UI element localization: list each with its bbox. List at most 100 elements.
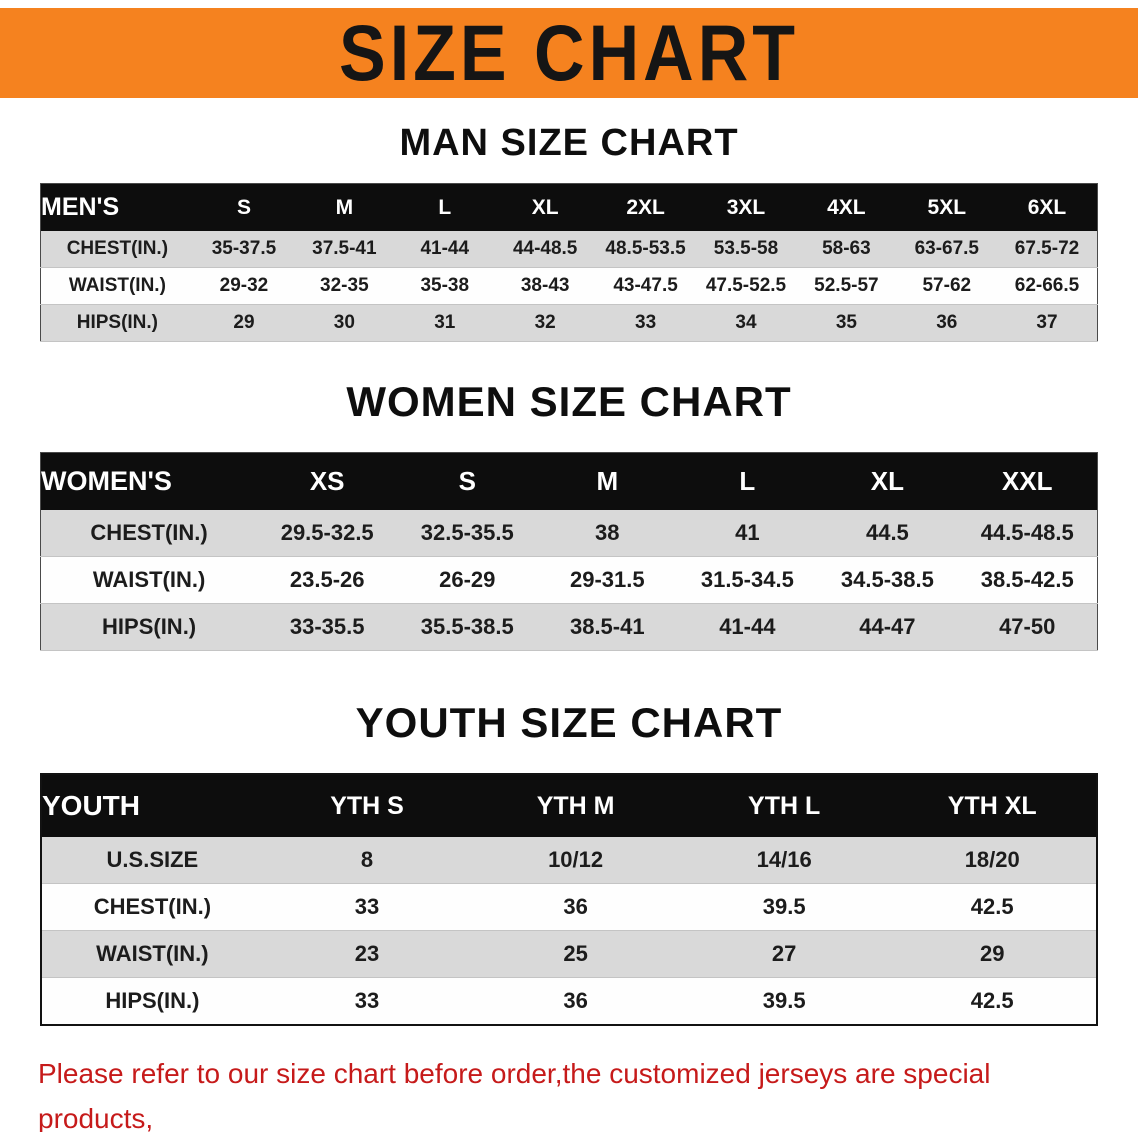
size-value-cell: 38.5-42.5: [980, 567, 1074, 592]
row-label: CHEST(IN.): [90, 520, 208, 545]
size-column-header: L: [677, 452, 818, 510]
size-value-cell: 36: [936, 312, 958, 333]
table-row: WAIST(IN.) 23 25 27 29: [41, 930, 1097, 978]
order-disclaimer: Please refer to our size chart before or…: [38, 1052, 1100, 1132]
size-value-cell: 67.5-72: [1014, 238, 1080, 259]
size-value-cell: 18/20: [964, 847, 1020, 872]
size-column-header: 5XL: [896, 183, 997, 231]
table-corner-label: WOMEN'S: [40, 452, 258, 510]
size-value-cell: 14/16: [756, 847, 812, 872]
row-label: HIPS(IN.): [102, 614, 197, 639]
banner-title: SIZE CHART: [339, 9, 799, 97]
row-label: WAIST(IN.): [68, 275, 166, 296]
women-size-section: WOMEN SIZE CHART WOMEN'S XS S M L XL XXL CHEST(…: [0, 378, 1138, 651]
disclaimer-line-1: Please refer to our size chart before or…: [38, 1058, 991, 1132]
row-label: U.S.SIZE: [106, 847, 199, 872]
size-value-cell: 38-43: [520, 275, 570, 296]
size-column-header: YTH S: [262, 774, 472, 837]
size-value-cell: 57-62: [922, 275, 972, 296]
size-value-cell: 34: [735, 312, 757, 333]
size-value-cell: 44-47: [859, 614, 916, 639]
size-value-cell: 32: [534, 312, 556, 333]
size-value-cell: 35-37.5: [211, 238, 277, 259]
table-header-row: MEN'S S M L XL 2XL 3XL 4XL 5XL 6XL: [40, 183, 1098, 231]
row-label: CHEST(IN.): [66, 238, 169, 259]
size-value-cell: 41-44: [719, 614, 776, 639]
table-row: WAIST(IN.) 23.5-26 26-29 29-31.5 31.5-34.5 34…: [40, 556, 1098, 604]
size-value-cell: 48.5-53.5: [605, 238, 686, 259]
table-row: HIPS(IN.) 33 36 39.5 42.5: [41, 977, 1097, 1025]
size-value-cell: 39.5: [762, 988, 806, 1013]
youth-section-heading: YOUTH SIZE CHART: [355, 699, 783, 746]
size-value-cell: 58-63: [822, 238, 871, 259]
size-value-cell: 29-32: [219, 275, 269, 296]
size-value-cell: 47.5-52.5: [705, 275, 787, 296]
row-label: CHEST(IN.): [93, 894, 212, 919]
size-value-cell: 52.5-57: [814, 275, 879, 296]
women-size-table: WOMEN'S XS S M L XL XXL CHEST(IN.) 29.5-32.5 32.5…: [40, 452, 1098, 651]
women-section-heading: WOMEN SIZE CHART: [346, 378, 792, 425]
size-column-header: XXL: [957, 452, 1098, 510]
size-value-cell: 44.5-48.5: [980, 520, 1074, 545]
size-value-cell: 8: [360, 847, 374, 872]
size-column-header: YTH M: [471, 774, 680, 837]
size-value-cell: 34.5-38.5: [840, 567, 934, 592]
size-value-cell: 36: [563, 894, 588, 919]
size-value-cell: 37.5-41: [312, 238, 377, 259]
youth-size-section: YOUTH SIZE CHART YOUTH YTH S YTH M YTH L YTH…: [0, 699, 1138, 1026]
table-row: CHEST(IN.) 33 36 39.5 42.5: [41, 883, 1097, 931]
size-column-header: M: [294, 183, 395, 231]
size-column-header: 3XL: [695, 183, 797, 231]
size-value-cell: 31: [434, 312, 456, 333]
size-value-cell: 35: [835, 312, 857, 333]
size-value-cell: 29: [233, 312, 255, 333]
size-column-header: L: [394, 183, 495, 231]
size-value-cell: 41-44: [420, 238, 470, 259]
size-value-cell: 30: [333, 312, 355, 333]
size-column-header: YTH XL: [888, 774, 1097, 837]
size-value-cell: 41: [735, 520, 760, 545]
size-value-cell: 35-38: [420, 275, 470, 296]
size-value-cell: 32.5-35.5: [420, 520, 514, 545]
size-value-cell: 39.5: [762, 894, 806, 919]
size-value-cell: 25: [563, 941, 588, 966]
table-header-row: YOUTH YTH S YTH M YTH L YTH XL: [41, 774, 1097, 837]
size-value-cell: 53.5-58: [713, 238, 779, 259]
size-value-cell: 31.5-34.5: [700, 567, 794, 592]
table-corner-label: MEN'S: [40, 183, 194, 231]
table-row: HIPS(IN.) 29 30 31 32 33 34 35 36 37: [40, 304, 1098, 342]
size-value-cell: 37: [1036, 312, 1058, 333]
size-value-cell: 29: [979, 941, 1005, 966]
size-value-cell: 23.5-26: [289, 567, 365, 592]
size-value-cell: 32-35: [320, 275, 369, 296]
size-value-cell: 43-47.5: [613, 275, 678, 296]
table-corner-label: YOUTH: [41, 774, 263, 837]
size-column-header: M: [537, 452, 678, 510]
size-column-header: XL: [817, 452, 958, 510]
size-value-cell: 38.5-41: [569, 614, 645, 639]
row-label: HIPS(IN.): [105, 988, 200, 1013]
table-row: HIPS(IN.) 33-35.5 35.5-38.5 38.5-41 41-44 44-…: [40, 603, 1098, 651]
size-value-cell: 29-31.5: [569, 567, 645, 592]
size-value-cell: 42.5: [970, 988, 1014, 1013]
size-column-header: S: [193, 183, 295, 231]
size-value-cell: 63-67.5: [914, 238, 980, 259]
row-label: WAIST(IN.): [92, 567, 206, 592]
size-column-header: 4XL: [796, 183, 897, 231]
size-column-header: 2XL: [595, 183, 696, 231]
youth-size-table: YOUTH YTH S YTH M YTH L YTH XL U.S.SIZE 8 10/12…: [40, 773, 1098, 1026]
table-header-row: WOMEN'S XS S M L XL XXL: [40, 452, 1098, 510]
row-label: HIPS(IN.): [76, 312, 159, 333]
size-value-cell: 38: [595, 520, 620, 545]
table-row: CHEST(IN.) 35-37.5 37.5-41 41-44 44-48.5 48.5…: [40, 231, 1098, 268]
size-column-header: XS: [257, 452, 398, 510]
size-value-cell: 27: [771, 941, 797, 966]
size-column-header: 6XL: [997, 183, 1098, 231]
men-size-section: MAN SIZE CHART MEN'S S M L XL 2XL 3XL 4XL 5XL 6XL…: [0, 122, 1138, 342]
table-row: U.S.SIZE 8 10/12 14/16 18/20: [41, 837, 1097, 884]
size-value-cell: 33: [635, 312, 657, 333]
size-chart-banner: SIZE CHART: [0, 8, 1138, 98]
men-size-table: MEN'S S M L XL 2XL 3XL 4XL 5XL 6XL CHEST(IN.) 35-37…: [40, 183, 1098, 342]
table-row: CHEST(IN.) 29.5-32.5 32.5-35.5 38 41 44.5 44.5…: [40, 510, 1098, 557]
